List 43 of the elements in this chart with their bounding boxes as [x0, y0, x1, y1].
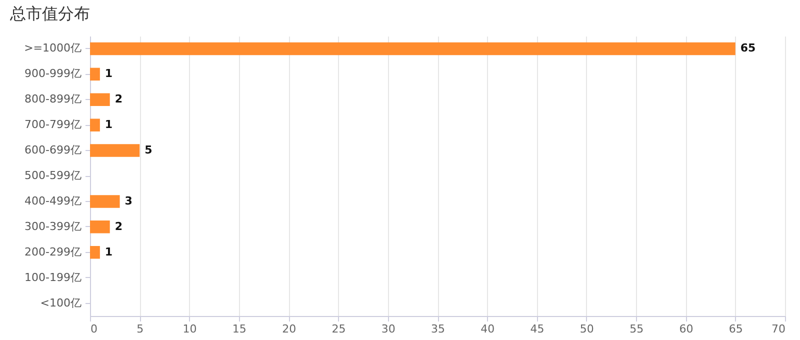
- bar: [90, 118, 100, 132]
- data-label: 3: [124, 194, 132, 208]
- bar: [90, 220, 110, 234]
- data-label: 2: [114, 220, 123, 233]
- bar: [90, 93, 110, 106]
- data-label: 65: [740, 42, 756, 55]
- x-tick-label: 70: [772, 322, 786, 336]
- y-tick-label: <100亿: [40, 296, 82, 310]
- y-tick-label: 600-699亿: [24, 144, 82, 157]
- x-tick-label: 25: [332, 322, 346, 336]
- x-tick-label: 40: [480, 322, 495, 336]
- data-label: 1: [104, 245, 113, 258]
- x-tick-label: 35: [431, 322, 445, 336]
- bar: [90, 68, 100, 81]
- chart-title: 总市值分布: [9, 4, 90, 23]
- y-tick-label: 400-499亿: [24, 194, 82, 208]
- y-tick-label: 700-799亿: [24, 118, 82, 132]
- x-tick-label: 20: [282, 322, 296, 336]
- y-tick-label: >=1000亿: [24, 42, 82, 55]
- data-label: 5: [144, 144, 152, 157]
- bar: [90, 246, 100, 259]
- data-label: 1: [104, 118, 113, 132]
- y-tick-label: 800-899亿: [24, 92, 82, 106]
- bar: [90, 144, 140, 157]
- x-tick-label: 60: [679, 322, 694, 336]
- bar: [90, 42, 736, 56]
- data-label: 1: [104, 67, 113, 80]
- x-tick-label: 5: [136, 322, 144, 336]
- x-tick-label: 30: [381, 322, 396, 336]
- x-tick-label: 10: [182, 322, 197, 336]
- x-tick-label: 55: [630, 322, 644, 336]
- y-tick-label: 500-599亿: [24, 169, 82, 182]
- bar: [90, 195, 120, 208]
- x-tick-label: 50: [580, 322, 594, 336]
- y-tick-label: 300-399亿: [24, 220, 82, 233]
- x-tick-label: 45: [530, 322, 544, 336]
- y-tick-label: 100-199亿: [24, 270, 82, 284]
- data-label: 2: [114, 92, 123, 106]
- x-tick-label: 65: [728, 322, 743, 336]
- y-tick-label: 900-999亿: [24, 67, 82, 80]
- y-tick-label: 200-299亿: [24, 245, 82, 258]
- x-tick-label: 15: [232, 322, 246, 336]
- x-tick-label: 0: [90, 322, 98, 336]
